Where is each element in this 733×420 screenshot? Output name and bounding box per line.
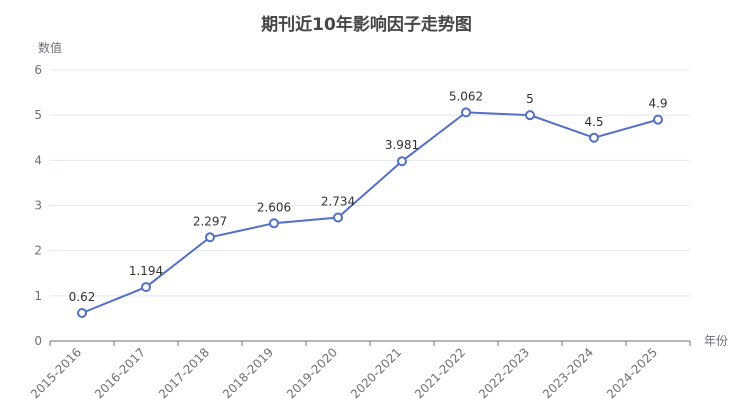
grid-lines <box>50 69 690 297</box>
data-label: 3.981 <box>385 138 419 152</box>
x-tick-label: 2016-2017 <box>92 345 148 401</box>
data-point[interactable] <box>333 212 343 223</box>
y-axis-label: 数值 <box>38 40 62 55</box>
data-label: 4.5 <box>584 115 603 129</box>
x-tick-label: 2024-2025 <box>604 345 660 401</box>
data-label: 2.297 <box>193 214 227 228</box>
x-tick-label: 2019-2020 <box>284 345 340 401</box>
x-tick-label: 2021-2022 <box>412 345 468 401</box>
data-label: 4.9 <box>648 97 667 111</box>
y-tick-label: 2 <box>34 244 42 258</box>
x-tick-label: 2023-2024 <box>540 345 596 401</box>
y-axis-ticks: 0 1 2 3 4 5 6 <box>34 63 42 348</box>
data-points <box>77 107 663 318</box>
x-axis-ticks: 2015-2016 2016-2017 2017-2018 2018-2019 2019… <box>28 345 660 401</box>
data-point[interactable] <box>77 307 87 318</box>
x-tick-label: 2017-2018 <box>156 345 212 401</box>
data-label: 2.734 <box>321 195 355 209</box>
data-point[interactable] <box>589 132 599 143</box>
series-line-path <box>81 111 659 314</box>
data-label: 5 <box>526 92 534 106</box>
data-point[interactable] <box>397 156 407 167</box>
chart-title: 期刊近10年影响因子走势图 <box>261 15 472 35</box>
x-tick-label: 2015-2016 <box>28 345 84 401</box>
x-axis-label: 年份 <box>704 334 728 348</box>
x-tick-label: 2018-2019 <box>220 345 276 401</box>
data-label: 2.606 <box>257 200 291 214</box>
x-axis <box>49 340 691 346</box>
series-line <box>81 111 659 314</box>
data-labels: 0.62 1.194 2.297 2.606 2.734 3.981 5.062 5 4.5 4.… <box>69 89 668 304</box>
data-point[interactable] <box>141 282 151 293</box>
data-point[interactable] <box>525 110 535 121</box>
data-point[interactable] <box>653 114 663 125</box>
y-tick-label: 5 <box>34 108 42 122</box>
y-tick-label: 1 <box>34 289 42 303</box>
data-label: 1.194 <box>129 264 163 278</box>
data-label: 5.062 <box>449 89 483 103</box>
data-point[interactable] <box>269 218 279 229</box>
y-tick-label: 0 <box>34 334 42 348</box>
x-tick-label: 2020-2021 <box>348 345 404 401</box>
data-point[interactable] <box>461 107 471 118</box>
data-point[interactable] <box>205 232 215 243</box>
x-tick-label: 2022-2023 <box>476 345 532 401</box>
y-tick-label: 4 <box>34 153 42 167</box>
data-label: 0.62 <box>69 290 96 304</box>
y-tick-label: 6 <box>34 63 42 77</box>
y-tick-label: 3 <box>34 199 42 213</box>
